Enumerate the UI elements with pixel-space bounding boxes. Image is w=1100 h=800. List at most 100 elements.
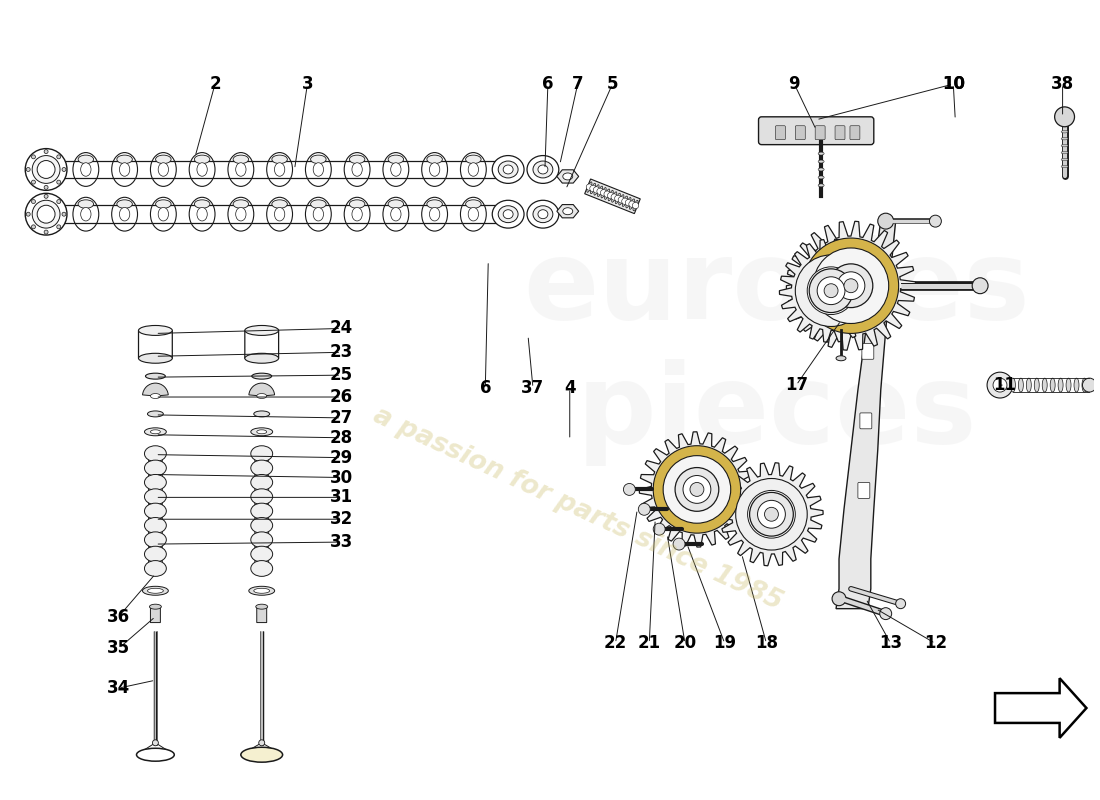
Circle shape [987,372,1013,398]
Text: 20: 20 [673,634,696,653]
Ellipse shape [144,428,166,436]
Text: 34: 34 [107,679,130,697]
Ellipse shape [235,162,246,176]
Ellipse shape [818,176,824,179]
Ellipse shape [1062,151,1068,154]
Circle shape [663,456,730,523]
Ellipse shape [143,586,168,595]
Ellipse shape [1034,378,1040,392]
Polygon shape [557,205,579,218]
Ellipse shape [233,155,249,163]
Ellipse shape [601,187,606,198]
Ellipse shape [78,155,94,163]
Ellipse shape [148,469,163,482]
Ellipse shape [153,740,158,746]
Ellipse shape [251,474,273,490]
Circle shape [32,180,35,184]
Circle shape [829,264,872,307]
Text: 12: 12 [924,634,947,653]
Ellipse shape [538,165,548,174]
Ellipse shape [251,446,273,462]
Ellipse shape [350,155,365,163]
Text: 25: 25 [330,366,353,384]
Ellipse shape [158,162,168,176]
Circle shape [32,225,35,229]
Ellipse shape [427,155,442,163]
Circle shape [37,161,55,178]
Circle shape [817,277,845,305]
Ellipse shape [619,194,624,205]
Ellipse shape [80,207,91,221]
Circle shape [601,190,607,196]
Ellipse shape [626,198,631,208]
FancyBboxPatch shape [151,606,161,622]
Ellipse shape [527,155,559,183]
Circle shape [607,193,614,198]
Text: 3: 3 [301,75,314,93]
Wedge shape [143,383,168,396]
Ellipse shape [818,168,824,171]
Ellipse shape [1082,378,1087,392]
FancyBboxPatch shape [862,343,873,359]
Ellipse shape [527,200,559,228]
Ellipse shape [310,155,326,163]
Ellipse shape [492,200,524,228]
Circle shape [972,278,988,294]
Ellipse shape [80,162,91,176]
Text: 32: 32 [330,510,353,528]
Ellipse shape [148,454,163,467]
Ellipse shape [818,184,824,187]
Ellipse shape [352,207,362,221]
Ellipse shape [1062,166,1068,168]
Circle shape [880,608,892,619]
Circle shape [621,198,628,205]
Ellipse shape [563,173,573,180]
Ellipse shape [534,161,553,178]
Ellipse shape [255,498,268,510]
Text: 17: 17 [784,376,807,394]
Polygon shape [719,462,823,566]
Circle shape [604,191,611,198]
Ellipse shape [254,411,270,417]
Ellipse shape [538,210,548,218]
Ellipse shape [469,162,478,176]
Circle shape [57,199,60,203]
Circle shape [44,230,48,234]
Ellipse shape [594,185,600,195]
Ellipse shape [503,210,513,218]
Circle shape [593,186,600,193]
Circle shape [624,483,636,495]
Ellipse shape [1026,378,1032,392]
Ellipse shape [310,200,326,208]
Ellipse shape [249,586,275,595]
Circle shape [690,482,704,496]
Circle shape [844,278,858,293]
Ellipse shape [117,155,132,163]
Ellipse shape [465,155,481,163]
Ellipse shape [148,541,163,553]
Ellipse shape [274,207,285,221]
Ellipse shape [251,489,273,505]
Ellipse shape [608,190,614,201]
Circle shape [32,200,60,228]
Ellipse shape [1062,158,1068,161]
Text: 38: 38 [1050,75,1075,93]
FancyBboxPatch shape [776,126,785,140]
Text: a passion for parts since 1985: a passion for parts since 1985 [368,402,786,616]
Ellipse shape [1062,144,1068,147]
Circle shape [810,269,853,313]
Circle shape [26,167,30,171]
Ellipse shape [241,747,283,762]
Text: 6: 6 [480,379,491,397]
Text: 5: 5 [607,75,618,93]
Ellipse shape [136,748,174,761]
Ellipse shape [1066,378,1071,392]
Ellipse shape [155,200,172,208]
Ellipse shape [120,162,130,176]
Circle shape [807,267,855,314]
Text: 33: 33 [330,533,353,551]
Text: 35: 35 [107,639,130,658]
Circle shape [590,186,596,192]
Text: 2: 2 [209,75,221,93]
Ellipse shape [629,199,635,210]
